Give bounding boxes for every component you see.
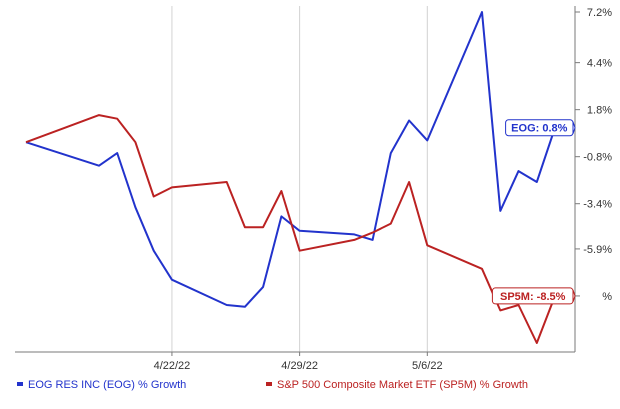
grid-layer [171, 6, 428, 356]
y-tick-label: 4.4% [587, 58, 612, 70]
x-tick-label: 4/22/22 [154, 360, 191, 372]
legend: EOG RES INC (EOG) % Growth S&P 500 Compo… [17, 379, 528, 391]
axis-layer [15, 6, 576, 353]
legend-entry-sp5m[interactable]: S&P 500 Composite Market ETF (SP5M) % Gr… [266, 379, 528, 391]
legend-swatch-sp5m [266, 382, 272, 386]
legend-label-sp5m: S&P 500 Composite Market ETF (SP5M) % Gr… [277, 379, 528, 391]
series-line-sp5m [25, 114, 556, 344]
end-label-text: SP5M: -8.5% [500, 291, 566, 303]
end-label-text: EOG: 0.8% [511, 123, 567, 135]
y-tick-labels: 7.2% 4.4% 1.8% -0.8% -3.4% -5.9%% [575, 7, 612, 303]
end-label-box [505, 119, 574, 137]
end-labels: EOG: 0.8% SP5M: -8.5% [491, 119, 576, 305]
y-tick-label: 1.8% [587, 105, 612, 117]
legend-swatch-eog [17, 382, 23, 386]
x-tick-label: 5/6/22 [412, 360, 443, 372]
series-line-eog [25, 11, 556, 308]
series-layer [25, 11, 556, 344]
y-tick-label: 7.2% [587, 7, 612, 19]
x-tick-labels: 4/22/22 4/29/22 5/6/22 [154, 360, 443, 372]
y-tick-label: -0.8% [583, 152, 612, 164]
y-tick-label: -5.9% [583, 244, 612, 256]
end-label-box [491, 287, 574, 305]
y-tick-label: % [602, 291, 612, 303]
x-tick-label: 4/29/22 [281, 360, 318, 372]
y-tick-label: -3.4% [583, 199, 612, 211]
legend-entry-eog[interactable]: EOG RES INC (EOG) % Growth [17, 379, 186, 391]
legend-label-eog: EOG RES INC (EOG) % Growth [28, 379, 186, 391]
